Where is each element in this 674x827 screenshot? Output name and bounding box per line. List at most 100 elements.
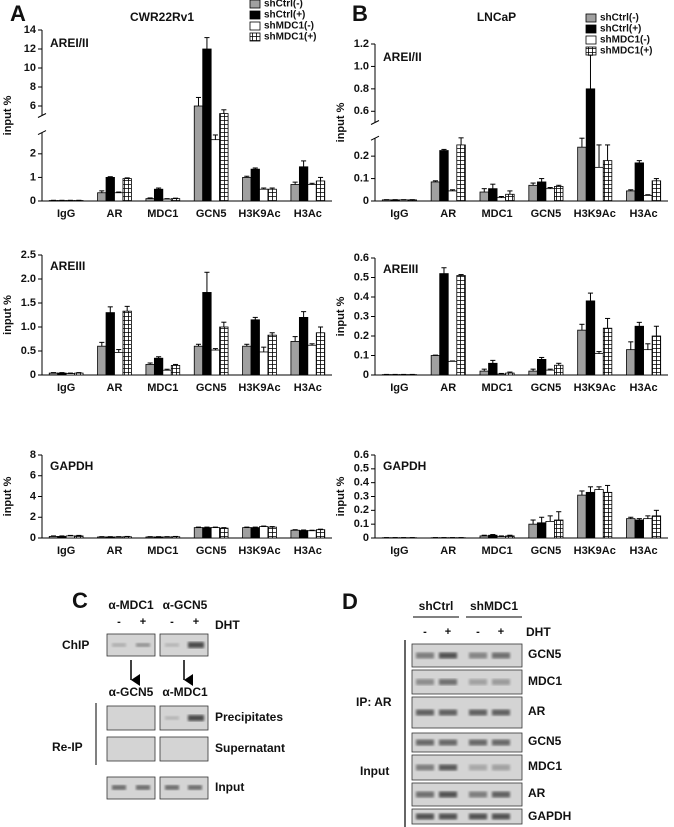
lane-label: - [476,626,480,638]
y-tick-label: 0 [30,369,36,381]
error-bar [317,528,324,530]
bar [488,362,498,376]
x-tick-label: GCN5 [196,545,227,557]
row-label: AR [528,704,546,718]
bar [545,521,555,539]
error-bar [244,526,250,528]
y-tick-label: 0.4 [354,291,370,303]
bar [505,535,515,539]
lane-label: - [423,626,427,638]
x-tick-label: AR [440,208,456,220]
error-bar [269,332,275,336]
error-bar [261,525,267,527]
bar [193,105,204,202]
error-bar [244,175,250,178]
bar [65,535,76,539]
error-bar [579,490,585,496]
x-tick-label: H3K9Ac [238,208,280,220]
bar [153,357,164,376]
bar [97,192,107,202]
band [416,652,434,659]
chart-label: AREIII [383,262,418,276]
legend-swatch [249,10,261,20]
y-tick-label: 2.5 [21,249,36,261]
band [112,785,126,790]
row-label: MDC1 [528,674,562,688]
y-tick-label: 0 [30,195,36,207]
blot [411,782,523,807]
error-bar [498,372,504,375]
y-tick-label: 0.2 [354,330,369,342]
y-tick-label: 0.6 [354,449,369,461]
band [469,709,487,716]
error-bar [556,362,562,366]
x-tick-label: MDC1 [481,382,512,394]
x-tick-label: AR [440,382,456,394]
y-tick-label: 0 [30,532,36,544]
bar [528,523,538,539]
x-tick-label: AR [107,208,123,220]
error-bar [587,292,594,301]
bar [298,530,309,539]
bar [505,372,515,376]
y-tick-label: 1.0 [354,60,369,72]
bar [439,273,449,376]
lane-label: + [445,626,451,638]
band [469,764,487,771]
axis-break [37,130,47,136]
bar [210,139,221,202]
bar [122,178,132,202]
error-bar [204,271,210,293]
error-bar [309,343,315,346]
y-tick-label: 0.3 [354,490,369,502]
x-tick-label: MDC1 [147,545,178,557]
error-bar [596,486,602,490]
error-bar [441,267,447,274]
x-tick-label: H3Ac [630,545,658,557]
antibody-label: α-MDC1 [108,598,154,612]
y-tick-label: 2 [30,148,36,160]
bar [479,535,489,539]
bar [162,369,172,376]
y-tick-label: 0.5 [21,345,36,357]
y-tick-label: 0.6 [354,105,369,117]
error-bar [645,515,651,519]
x-tick-label: GCN5 [531,545,562,557]
error-bar [261,187,267,190]
error-bar [147,362,153,365]
bar [585,88,596,202]
error-bar [269,187,275,190]
bar [65,373,76,376]
error-bar [579,137,585,148]
y-tick-label: 8 [30,449,36,461]
bar [242,177,252,202]
bar [594,166,604,202]
y-tick-label: 14 [24,24,37,36]
bar [290,184,300,202]
bar [307,344,317,376]
bar [430,181,441,202]
bar [259,526,269,539]
axis-break [370,135,380,141]
treatment-label: DHT [526,625,551,639]
band [136,643,150,647]
y-tick-label: 8 [30,81,36,93]
x-tick-label: H3K9Ac [574,208,616,220]
band [165,716,179,720]
row-label: GCN5 [528,647,562,661]
band [492,739,510,746]
legend-label: shMDC1(-) [264,21,314,32]
row-label: IP: AR [356,695,392,709]
bar [505,193,515,202]
bar [267,188,277,202]
error-bar [116,349,122,353]
blot [106,705,156,731]
blot [159,736,209,762]
lane-label: + [193,616,199,628]
bar [290,340,300,376]
error-bar [116,191,122,193]
panel-label: C [72,588,88,613]
bar [496,536,507,539]
error-bar [653,509,659,516]
bar [447,360,458,376]
